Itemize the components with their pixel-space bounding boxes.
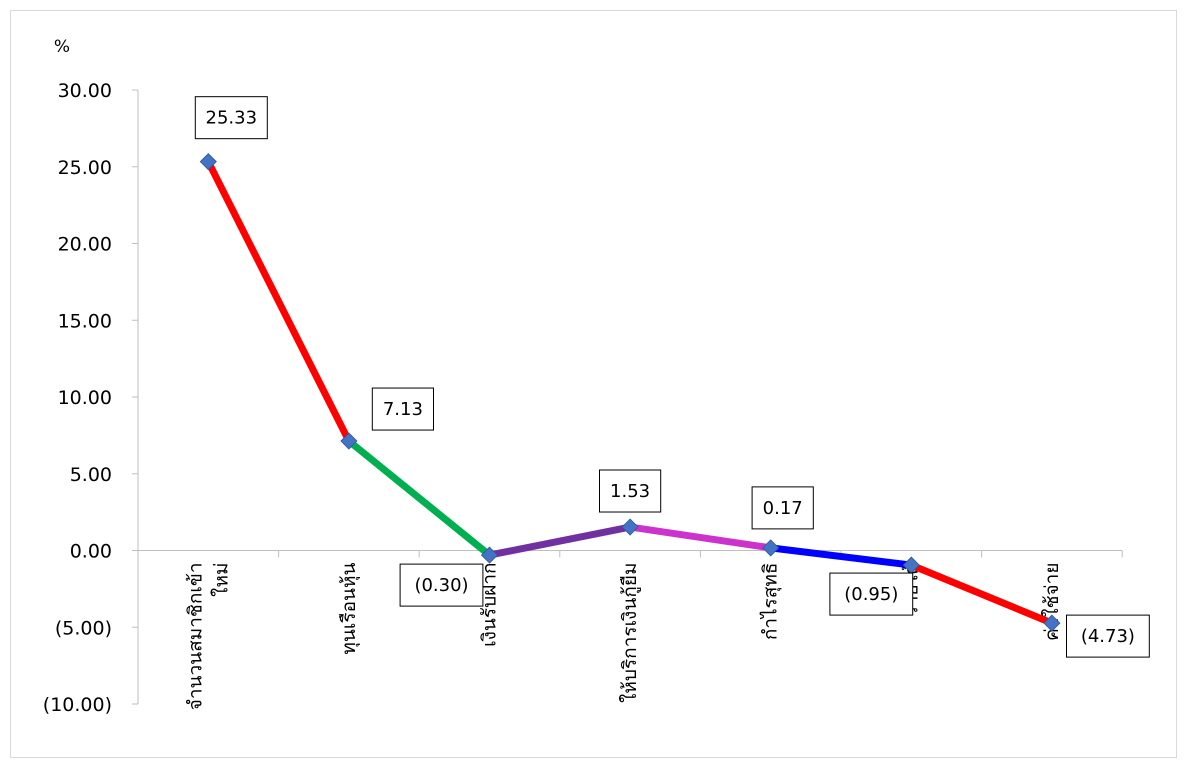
x-category-label: ทุนเรือนหุ้น	[338, 562, 361, 654]
chart-frame	[10, 10, 1177, 758]
data-point-marker	[199, 153, 217, 171]
y-tick-label: 25.00	[58, 157, 112, 179]
y-unit-label: %	[54, 37, 70, 57]
series-line-segment	[345, 437, 493, 559]
y-tick-label: (10.00)	[43, 694, 112, 716]
y-tick-label: 20.00	[58, 234, 112, 256]
y-tick-label: 30.00	[58, 80, 112, 102]
data-label-box	[194, 96, 268, 140]
x-category-label: กำไรสุทธิ	[760, 563, 783, 641]
data-point-marker	[1043, 614, 1061, 632]
data-label-box	[1066, 614, 1150, 658]
data-label: 1.53	[610, 481, 650, 502]
data-label-box	[399, 563, 484, 607]
y-tick-label: 15.00	[58, 310, 112, 332]
series-line-segment	[907, 561, 1056, 627]
data-label: (0.30)	[414, 575, 468, 596]
data-label-box	[371, 387, 434, 431]
data-label-box	[829, 572, 914, 616]
y-tick-label: (5.00)	[55, 617, 112, 639]
data-label: (4.73)	[1081, 626, 1135, 647]
y-tick-label: 10.00	[58, 387, 112, 409]
series-line-segment	[486, 523, 634, 559]
data-point-marker	[480, 546, 499, 564]
series-line-segment	[204, 158, 353, 445]
data-point-marker	[762, 539, 780, 557]
y-tick-label: 5.00	[70, 464, 112, 486]
data-label-box	[751, 486, 814, 530]
series-line-segment	[767, 544, 915, 569]
series-line-segment	[626, 523, 775, 552]
data-label: (0.95)	[844, 584, 898, 605]
x-category-label: ให้บริการเงินกู้ยืม	[619, 563, 641, 703]
data-label: 25.33	[206, 108, 258, 129]
data-point-marker	[621, 518, 639, 536]
x-category-label: เงินรับฝาก	[479, 563, 501, 647]
y-tick-label: 0.00	[70, 541, 112, 563]
x-category-label: ใหม่	[210, 563, 232, 597]
x-category-label: จำนวนสมาชิกเข้า	[184, 563, 206, 711]
data-label-box	[599, 469, 662, 513]
data-point-marker	[340, 432, 358, 450]
data-label: 7.13	[383, 399, 423, 420]
data-label: 0.17	[763, 498, 803, 519]
